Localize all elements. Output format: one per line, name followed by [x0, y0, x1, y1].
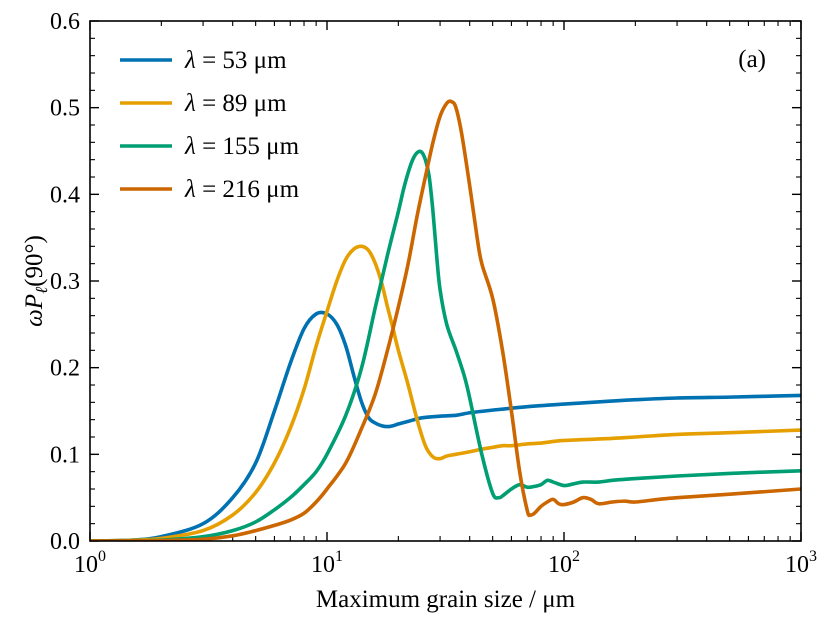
legend-label-rest: = 53 μm: [196, 47, 287, 74]
series-line-1: [90, 310, 801, 541]
legend-label: λ = 53 μm: [184, 47, 287, 74]
legend-label-rest: = 155 μm: [196, 133, 300, 160]
x-tick-base: 10: [548, 552, 572, 578]
x-tick-base: 10: [74, 552, 98, 578]
legend-label: λ = 155 μm: [184, 133, 300, 160]
legend-label-rest: = 89 μm: [196, 90, 287, 117]
legend-label: λ = 89 μm: [184, 90, 287, 117]
y-tick-label: 0.6: [50, 9, 80, 35]
y-axis-title-sub: ℓ: [32, 287, 51, 294]
series-line-3: [90, 149, 801, 541]
series-line-4: [90, 99, 801, 541]
x-tick-base: 10: [785, 552, 809, 578]
legend-label-symbol: λ: [184, 176, 196, 203]
x-tick-exponent: 3: [809, 548, 817, 565]
y-tick-label: 0.3: [50, 269, 80, 295]
x-tick-base: 10: [311, 552, 335, 578]
y-tick-label: 0.0: [50, 529, 80, 555]
legend: λ = 53 μmλ = 89 μmλ = 155 μmλ = 216 μm: [120, 47, 300, 203]
legend-label-symbol: λ: [184, 90, 196, 117]
y-axis-title: ωPℓ(90°): [21, 235, 51, 327]
y-axis-title-omega: ω: [21, 309, 48, 327]
y-tick-label: 0.4: [50, 182, 80, 208]
legend-label: λ = 216 μm: [184, 176, 300, 203]
legend-label-symbol: λ: [184, 47, 196, 74]
x-tick-exponent: 0: [98, 548, 106, 565]
x-tick-label: 101: [311, 548, 343, 578]
y-axis-title-p: P: [21, 294, 48, 310]
panel-label: (a): [738, 46, 766, 73]
x-axis-title: Maximum grain size / μm: [316, 586, 576, 613]
y-tick-label: 0.1: [50, 442, 80, 468]
x-tick-label: 100: [74, 548, 106, 578]
plot-frame: [89, 20, 802, 542]
legend-label-rest: = 216 μm: [196, 176, 300, 203]
series-lines: [90, 99, 801, 541]
y-tick-label: 0.5: [50, 96, 80, 122]
legend-label-symbol: λ: [184, 133, 196, 160]
y-tick-label: 0.2: [50, 356, 80, 382]
x-tick-exponent: 1: [335, 548, 343, 565]
x-tick-label: 103: [785, 548, 817, 578]
y-axis-title-post: (90°): [21, 235, 48, 287]
series-line-2: [90, 244, 801, 541]
x-tick-label: 102: [548, 548, 580, 578]
x-tick-exponent: 2: [572, 548, 580, 565]
